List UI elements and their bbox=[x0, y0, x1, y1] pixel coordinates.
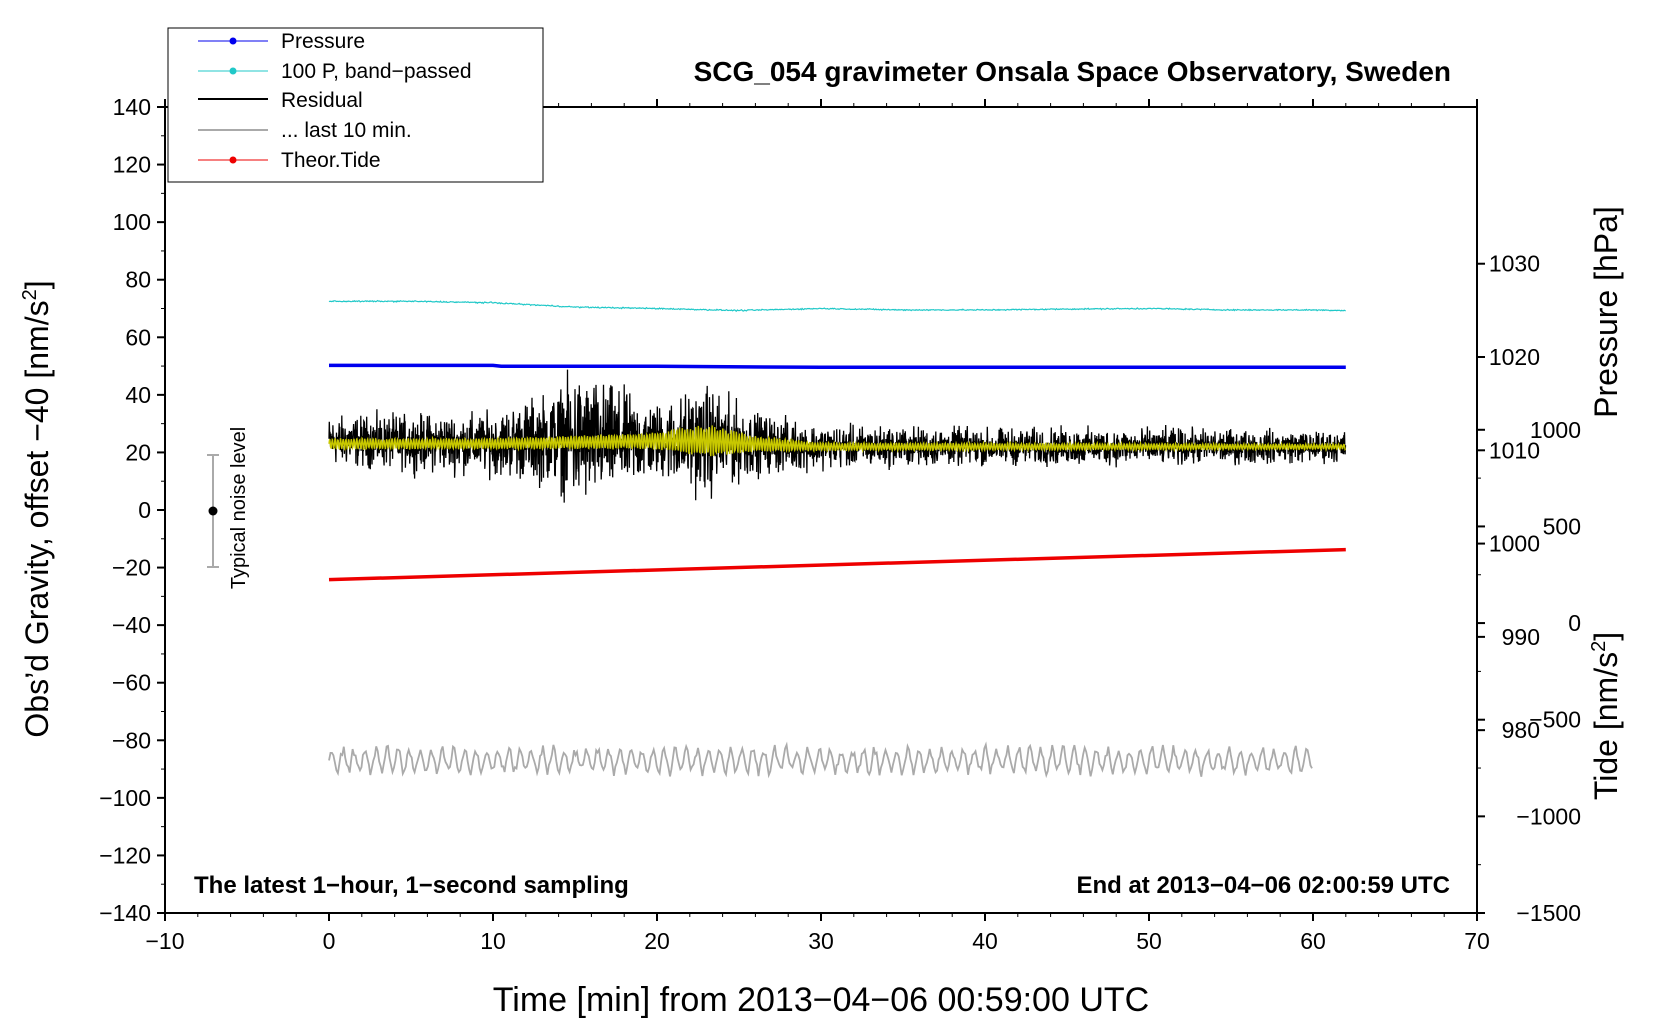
y-tick-label: −40 bbox=[112, 612, 151, 638]
x-tick-label: 20 bbox=[644, 928, 670, 954]
y-tick-label: 100 bbox=[113, 209, 151, 235]
legend-label-100p: 100 P, band−passed bbox=[281, 60, 472, 83]
ticks-layer: −10 0 10 20 30 40 50 60 70−140−120−100−80−60−40−… bbox=[99, 94, 1581, 954]
series-theor-tide bbox=[328, 547, 1346, 582]
x-tick-label: 60 bbox=[1300, 928, 1326, 954]
y-axis-label-left-sup: 2 bbox=[19, 289, 41, 300]
noise-bar: Typical noise level bbox=[207, 427, 250, 589]
series-residual-filtered bbox=[328, 425, 1347, 457]
x-axis-label: Time [min] from 2013−04−06 00:59:00 UTC bbox=[493, 981, 1149, 1019]
legend-item-pressure: Pressure bbox=[198, 30, 365, 53]
tide-tick-label: −1000 bbox=[1516, 803, 1581, 829]
y-tick-label: 20 bbox=[125, 439, 151, 465]
legend-box bbox=[167, 27, 544, 183]
legend-marker-pressure bbox=[229, 37, 237, 45]
x-tick-label: −10 bbox=[145, 928, 184, 954]
legend-marker-tide bbox=[229, 156, 237, 164]
y-tick-label: 80 bbox=[125, 267, 151, 293]
chart-title: SCG_054 gravimeter Onsala Space Observat… bbox=[694, 56, 1451, 87]
y-axis-label-left-main: Obs’d Gravity, offset −40 [nm/s bbox=[19, 300, 55, 737]
legend-item-residual: Residual bbox=[198, 89, 363, 112]
y-axis-label-left: Obs’d Gravity, offset −40 [nm/s2] bbox=[19, 280, 55, 737]
pressure-tick-label: 1000 bbox=[1489, 531, 1540, 557]
noise-bar-label: Typical noise level bbox=[228, 427, 250, 589]
pressure-tick-label: 980 bbox=[1502, 717, 1540, 743]
y-tick-label: 140 bbox=[113, 94, 151, 120]
tide-tick-label: 1000 bbox=[1530, 417, 1581, 443]
pressure-tick-label: 990 bbox=[1502, 624, 1540, 650]
annotation-bottom-left: The latest 1−hour, 1−second sampling bbox=[194, 872, 629, 899]
annotation-bottom-right: End at 2013−04−06 02:00:59 UTC bbox=[1076, 872, 1450, 899]
y-tick-label: 120 bbox=[113, 152, 151, 178]
y-tick-label: −60 bbox=[112, 670, 151, 696]
data-layer bbox=[328, 299, 1347, 779]
tide-tick-label: −500 bbox=[1529, 707, 1581, 733]
pressure-tick-label: 1020 bbox=[1489, 344, 1540, 370]
pressure-tick-label: 1030 bbox=[1489, 251, 1540, 277]
y-tick-label: −80 bbox=[112, 727, 151, 753]
legend-item-100p: 100 P, band−passed bbox=[198, 60, 472, 83]
tide-tick-label: 0 bbox=[1568, 610, 1581, 636]
tide-tick-label: −1500 bbox=[1516, 900, 1581, 926]
y-tick-label: 0 bbox=[138, 497, 151, 523]
noise-bar-center-dot bbox=[208, 506, 218, 516]
legend-marker-100p bbox=[229, 67, 237, 75]
legend: Pressure 100 P, band−passed Residual ...… bbox=[167, 27, 544, 183]
x-tick-label: 70 bbox=[1464, 928, 1490, 954]
y-tick-label: −100 bbox=[99, 785, 151, 811]
legend-label-residual: Residual bbox=[281, 89, 363, 112]
y-tick-label: −140 bbox=[99, 900, 151, 926]
x-tick-label: 10 bbox=[480, 928, 506, 954]
x-tick-label: 0 bbox=[323, 928, 336, 954]
tide-tick-label: 500 bbox=[1543, 513, 1581, 539]
y-tick-label: −20 bbox=[112, 555, 151, 581]
legend-label-tide: Theor.Tide bbox=[281, 149, 381, 172]
x-tick-label: 40 bbox=[972, 928, 998, 954]
legend-item-last10: ... last 10 min. bbox=[198, 119, 412, 142]
y-axis-label-left-close: ] bbox=[19, 280, 55, 289]
y-axis-label-pressure: Pressure [hPa] bbox=[1588, 206, 1624, 418]
y-axis-label-tide-main: Tide [nm/s bbox=[1588, 652, 1624, 800]
y-axis-label-tide: Tide [nm/s2] bbox=[1588, 632, 1624, 800]
series-100p-bandpassed bbox=[328, 299, 1346, 312]
series-last-10-min bbox=[328, 741, 1313, 779]
legend-label-last10: ... last 10 min. bbox=[281, 119, 412, 142]
y-tick-label: 60 bbox=[125, 324, 151, 350]
y-axis-label-tide-sup: 2 bbox=[1588, 641, 1610, 652]
pressure-tick-label: 1010 bbox=[1489, 437, 1540, 463]
x-tick-label: 30 bbox=[808, 928, 834, 954]
y-axis-label-tide-close: ] bbox=[1588, 632, 1624, 641]
series-pressure bbox=[329, 363, 1346, 370]
legend-label-pressure: Pressure bbox=[281, 30, 365, 53]
y-tick-label: 40 bbox=[125, 382, 151, 408]
legend-item-tide: Theor.Tide bbox=[198, 149, 381, 172]
y-tick-label: −120 bbox=[99, 842, 151, 868]
x-tick-label: 50 bbox=[1136, 928, 1162, 954]
